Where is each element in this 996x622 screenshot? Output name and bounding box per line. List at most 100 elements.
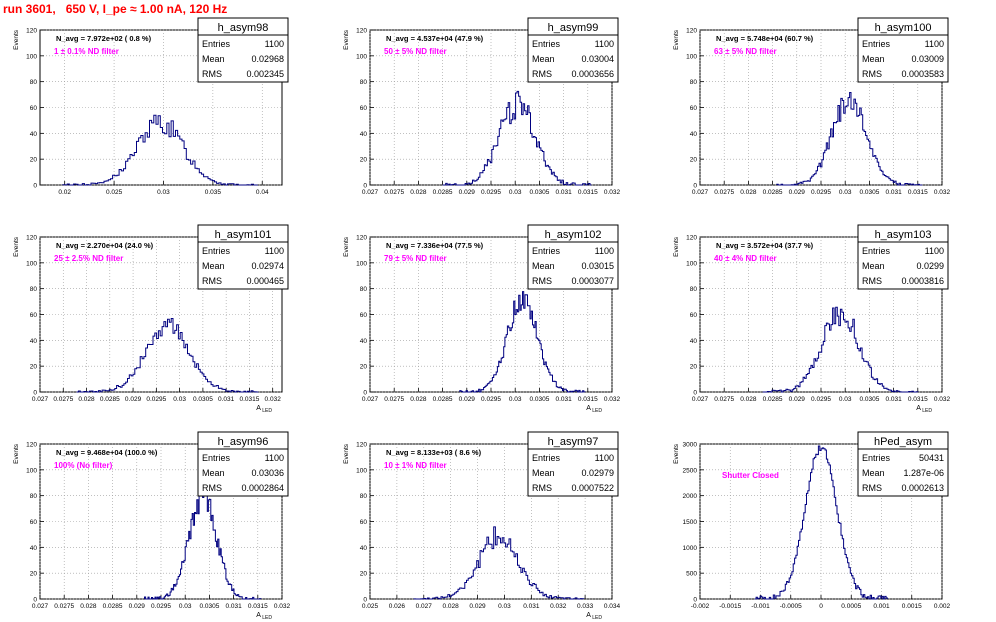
x-tick-label: 0.029 xyxy=(129,603,146,610)
filter-label: 63 ± 5% ND filter xyxy=(714,47,777,56)
x-tick-label: 0.028 xyxy=(410,396,427,403)
y-tick-label: 20 xyxy=(690,364,698,371)
filter-label: 25 ± 2.5% ND filter xyxy=(54,254,123,263)
x-tick-label: 0.032 xyxy=(274,603,291,610)
x-tick-label: 0.03 xyxy=(509,189,522,196)
histogram-panel-h_asym103: 0.027 0.0275 0.028 0.0285 0.029 0.0295 0.03 0.0… xyxy=(673,224,951,414)
stats-value: 0.03004 xyxy=(581,54,614,64)
hist-title: h_asym100 xyxy=(875,22,932,34)
y-axis-label: Events xyxy=(343,443,350,464)
stats-label: Entries xyxy=(202,39,231,49)
stats-value: 0.03015 xyxy=(581,261,614,271)
filter-label: 40 ± 4% ND filter xyxy=(714,254,777,263)
filter-label: Shutter Closed xyxy=(722,471,779,480)
hist-title: h_asym98 xyxy=(218,22,269,34)
y-tick-label: 40 xyxy=(690,131,698,138)
navg-label: N_avg = 5.748e+04 (60.7 %) xyxy=(716,34,814,43)
x-tick-label: 0.04 xyxy=(256,189,269,196)
x-tick-label: 0.0305 xyxy=(193,396,213,403)
y-tick-label: 100 xyxy=(356,260,367,267)
y-tick-label: 40 xyxy=(30,545,38,552)
stats-value: 0.002345 xyxy=(246,69,284,79)
navg-label: N_avg = 7.336e+04 (77.5 %) xyxy=(386,241,484,250)
y-axis-label: Events xyxy=(673,443,680,464)
stats-label: Mean xyxy=(532,54,555,64)
x-tick-label: 0.028 xyxy=(740,189,757,196)
x-tick-label: 0.0305 xyxy=(529,396,549,403)
filter-label: 79 ± 5% ND filter xyxy=(384,254,447,263)
x-tick-label: 0.031 xyxy=(523,603,540,610)
stats-value: 1100 xyxy=(595,453,614,463)
x-tick-label: 0.0285 xyxy=(100,396,120,403)
x-tick-label: 0.029 xyxy=(469,603,486,610)
y-tick-label: 60 xyxy=(360,105,368,112)
x-tick-label: 0.029 xyxy=(459,396,476,403)
stats-label: RMS xyxy=(202,276,222,286)
x-tick-label: 0.0295 xyxy=(481,189,501,196)
y-tick-label: 40 xyxy=(30,131,38,138)
histogram-panel-h_asym96: 0.027 0.0275 0.028 0.0285 0.029 0.0295 0.03 0.0… xyxy=(13,431,291,621)
y-axis-label: Events xyxy=(673,236,680,257)
stats-label: RMS xyxy=(862,69,882,79)
x-tick-label: 0.0315 xyxy=(578,396,598,403)
x-tick-label: 0.0295 xyxy=(811,189,831,196)
x-tick-label: 0.0285 xyxy=(103,603,123,610)
stats-value: 1100 xyxy=(595,246,614,256)
x-tick-label: 0.03 xyxy=(509,396,522,403)
y-tick-label: 60 xyxy=(690,105,698,112)
histogram-panel-hPed_asym: -0.002 -0.0015 -0.001 -0.0005 0 0.0005 0.001 0.… xyxy=(673,431,951,610)
x-tick-label: 0.002 xyxy=(934,603,951,610)
hist-title: h_asym103 xyxy=(875,229,932,241)
navg-label: N_avg = 7.972e+02 ( 0.8 %) xyxy=(56,34,152,43)
stats-value: 0.0002864 xyxy=(241,483,284,493)
y-tick-label: 20 xyxy=(360,157,368,164)
y-tick-label: 60 xyxy=(360,312,368,319)
histogram-panel-h_asym102: 0.027 0.0275 0.028 0.0285 0.029 0.0295 0.03 0.0… xyxy=(343,224,621,414)
stats-label: RMS xyxy=(862,483,882,493)
stats-value: 1100 xyxy=(265,453,284,463)
stats-label: Entries xyxy=(532,39,561,49)
filter-label: 10 ± 1% ND filter xyxy=(384,461,447,470)
histogram-series xyxy=(459,291,586,393)
stats-value: 0.0007522 xyxy=(571,483,614,493)
y-tick-label: 3000 xyxy=(683,442,698,449)
y-axis-label: Events xyxy=(673,29,680,50)
y-tick-label: 20 xyxy=(360,571,368,578)
x-tick-label: 0.0275 xyxy=(714,396,734,403)
x-axis-label: A LED xyxy=(586,612,602,621)
x-tick-label: 0.032 xyxy=(265,396,282,403)
navg-label: N_avg = 8.133e+03 ( 8.6 %) xyxy=(386,448,482,457)
x-axis-label: A LED xyxy=(256,612,272,621)
stats-box xyxy=(527,241,619,290)
histogram-series xyxy=(413,526,585,600)
x-tick-label: -0.002 xyxy=(691,603,710,610)
y-tick-label: 0 xyxy=(693,183,697,190)
y-tick-label: 80 xyxy=(360,286,368,293)
histogram-panel-h_asym100: 0.027 0.0275 0.028 0.0285 0.029 0.0295 0.03 0.0… xyxy=(673,17,951,196)
stats-label: RMS xyxy=(532,69,552,79)
y-tick-label: 0 xyxy=(693,390,697,397)
hist-title: h_asym101 xyxy=(215,229,272,241)
x-tick-label: 0.0305 xyxy=(199,603,219,610)
x-axis-label: A LED xyxy=(256,405,272,414)
y-tick-label: 0 xyxy=(363,597,367,604)
x-tick-label: 0.03 xyxy=(173,396,186,403)
x-tick-label: 0.028 xyxy=(740,396,757,403)
y-axis-label: Events xyxy=(13,443,20,464)
stats-label: Mean xyxy=(202,468,225,478)
x-tick-label: 0.027 xyxy=(416,603,433,610)
y-tick-label: 1500 xyxy=(683,519,698,526)
stats-value: 1100 xyxy=(925,39,944,49)
stats-value: 0.0003077 xyxy=(571,276,614,286)
x-tick-label: 0.0285 xyxy=(763,189,783,196)
x-tick-label: 0.03 xyxy=(839,189,852,196)
x-tick-label: 0.028 xyxy=(80,603,97,610)
y-tick-label: 60 xyxy=(30,519,38,526)
stats-label: Mean xyxy=(862,54,885,64)
stats-label: Mean xyxy=(202,54,225,64)
histogram-series xyxy=(776,92,923,186)
y-tick-label: 120 xyxy=(686,28,697,35)
histogram-panel-h_asym97: 0.025 0.026 0.027 0.028 0.029 0.03 0.031 0.032 0… xyxy=(343,431,621,621)
x-tick-label: 0.027 xyxy=(32,396,49,403)
stats-label: RMS xyxy=(862,276,882,286)
